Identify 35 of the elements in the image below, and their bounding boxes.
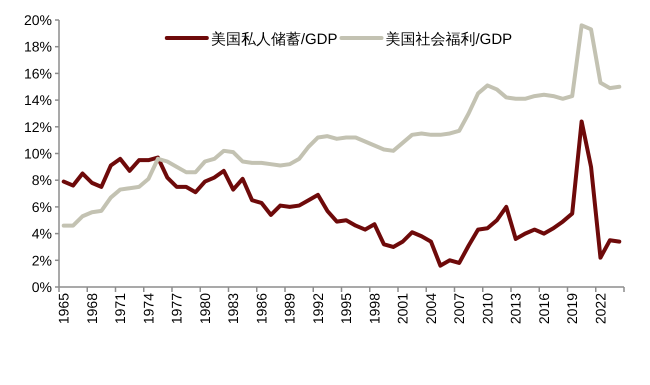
x-tick-label: 2007 xyxy=(451,292,468,324)
y-tick-label: 4% xyxy=(32,226,52,242)
y-tick-label: 16% xyxy=(24,65,52,82)
x-tick-label: 1986 xyxy=(253,292,270,324)
x-tick-label: 2013 xyxy=(508,292,524,324)
line-series xyxy=(62,23,622,228)
legend-label: 美国私人储蓄/GDP xyxy=(210,31,338,48)
y-tick-label: 2% xyxy=(32,252,52,268)
y-tick-label: 10% xyxy=(24,146,52,162)
x-tick-label: 2022 xyxy=(592,292,608,324)
y-tick-label: 12% xyxy=(24,118,52,135)
x-tick-label: 1974 xyxy=(140,292,156,324)
x-tick-label: 1998 xyxy=(366,292,382,324)
y-tick-label: 14% xyxy=(24,92,52,108)
x-tick-label: 1968 xyxy=(84,292,100,324)
x-tick-label: 1989 xyxy=(282,292,298,324)
y-tick-label: 6% xyxy=(32,198,52,215)
x-tick-label: 1983 xyxy=(225,292,242,324)
legend-label: 美国社会福利/GDP xyxy=(386,31,512,48)
x-tick-label: 2001 xyxy=(394,292,411,324)
x-tick-label: 1971 xyxy=(112,292,128,324)
x-tick-label: 2016 xyxy=(536,292,552,324)
x-tick-label: 1980 xyxy=(196,292,213,324)
x-tick-label: 1995 xyxy=(338,292,354,324)
x-tick-label: 1965 xyxy=(56,292,72,324)
x-tick-label: 1977 xyxy=(168,292,185,324)
x-tick-label: 2004 xyxy=(422,292,439,324)
x-tick-label: 1992 xyxy=(310,292,326,324)
y-tick-label: 8% xyxy=(32,172,52,188)
y-tick-label: 18% xyxy=(24,38,52,55)
x-tick-label: 2010 xyxy=(479,292,496,324)
y-tick-label: 0% xyxy=(32,279,52,295)
line-series xyxy=(62,119,622,268)
x-tick-label: 2019 xyxy=(564,292,580,324)
y-tick-label: 20% xyxy=(24,12,52,28)
